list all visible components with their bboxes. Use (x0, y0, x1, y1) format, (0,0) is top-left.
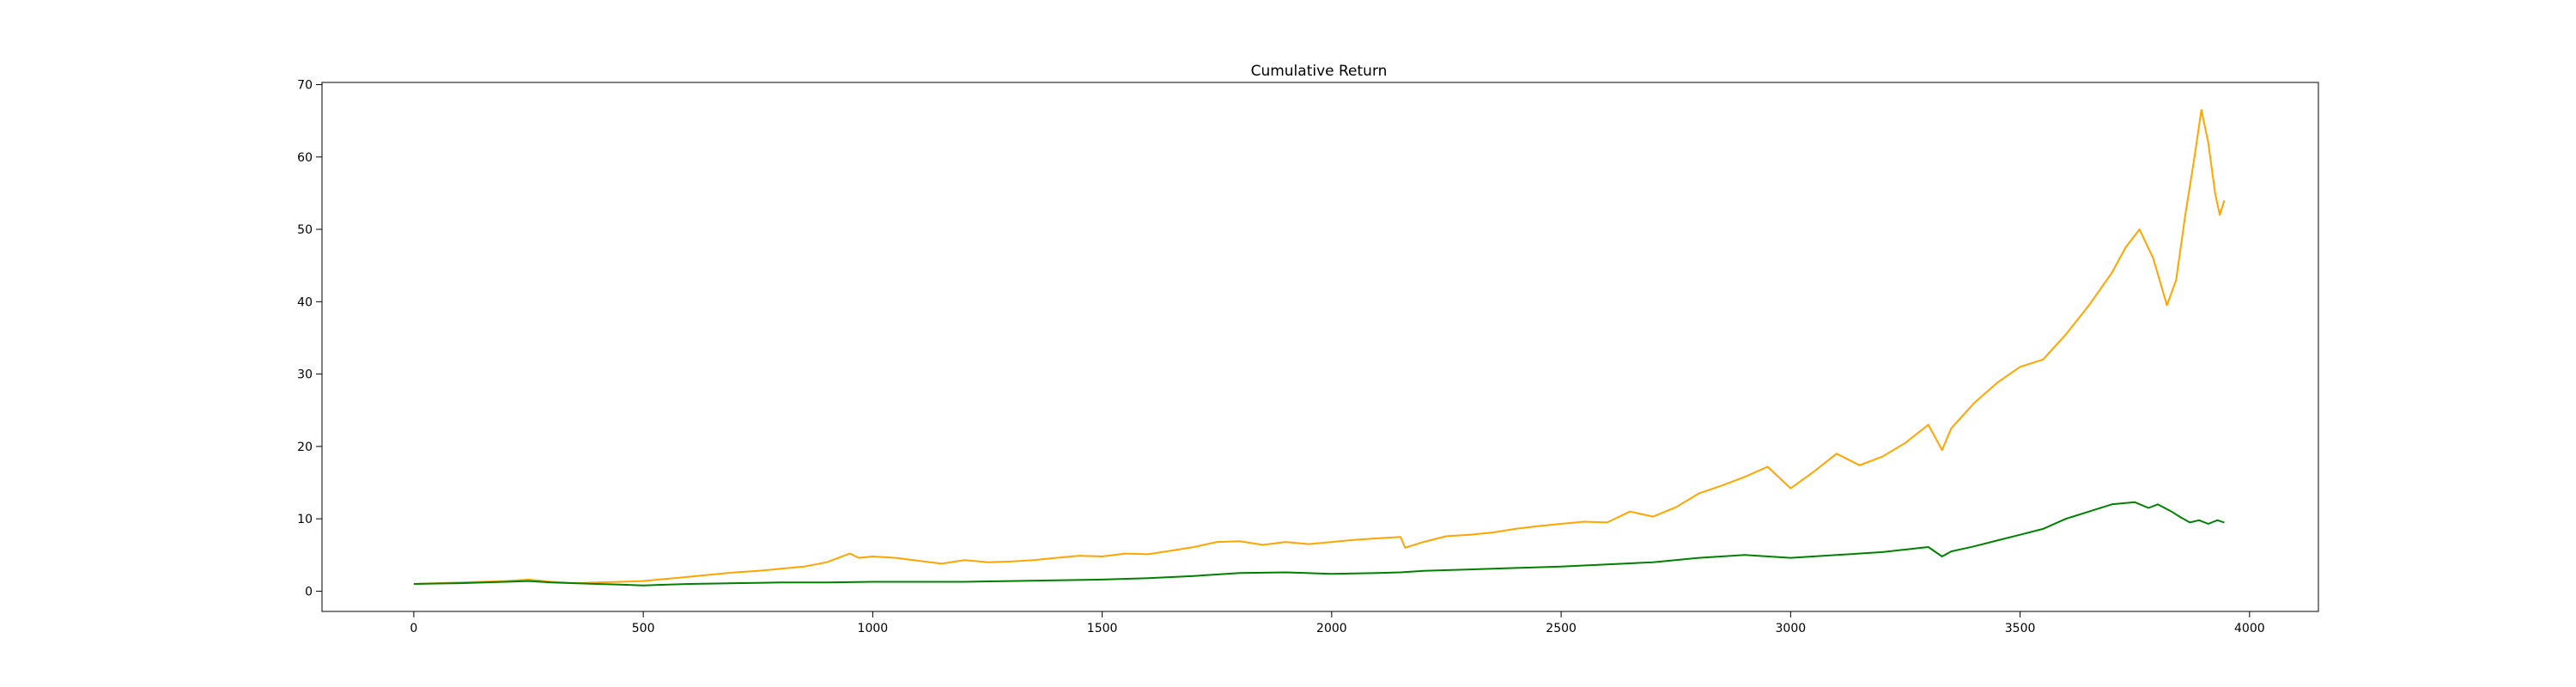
series-line-2 (413, 501, 2225, 587)
y-tick-label: 40 (297, 295, 313, 309)
y-tick-label: 70 (297, 79, 313, 93)
y-tick-label: 50 (297, 223, 313, 237)
x-tick-label: 2500 (1546, 622, 1577, 635)
x-tick-label: 3500 (2005, 622, 2036, 635)
y-tick-label: 60 (297, 151, 313, 165)
y-axis: 0 10 20 30 40 50 60 70 (297, 79, 322, 599)
x-tick-label: 0 (410, 622, 417, 635)
y-tick-label: 20 (297, 441, 313, 454)
y-tick-label: 30 (297, 368, 313, 382)
series-line-1 (413, 109, 2226, 585)
x-tick-label: 500 (632, 622, 655, 635)
x-axis: 0 500 1000 1500 2000 2500 3000 3500 4000 (410, 611, 2265, 635)
x-tick-label: 3000 (1776, 622, 1807, 635)
x-tick-label: 2000 (1316, 622, 1347, 635)
chart-title: Cumulative Return (1251, 63, 1388, 80)
series-layer (413, 109, 2226, 587)
plot-frame (321, 82, 2319, 612)
y-tick-label: 0 (305, 585, 313, 599)
x-tick-label: 1500 (1087, 622, 1118, 635)
x-tick-label: 4000 (2234, 622, 2265, 635)
y-tick-label: 10 (297, 513, 313, 526)
x-tick-label: 1000 (858, 622, 889, 635)
